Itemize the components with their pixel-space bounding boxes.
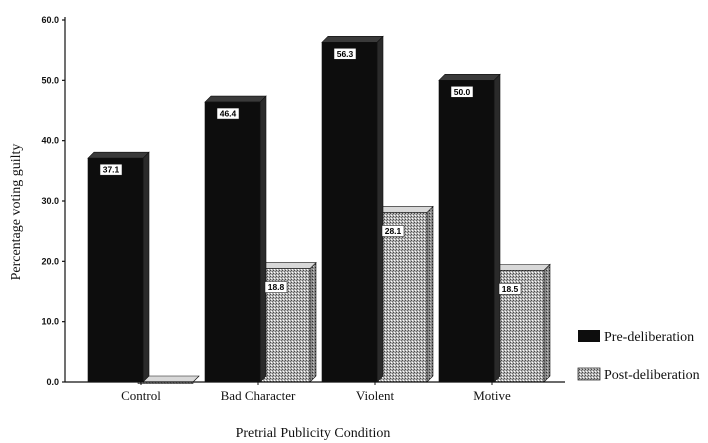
x-category-label: Bad Character (221, 388, 296, 403)
data-label-post: 28.1 (385, 226, 402, 236)
pre-deliberation-bar-top (321, 36, 384, 43)
data-label-box (450, 86, 474, 98)
post-deliberation-bar-side (543, 263, 551, 383)
y-tick-label: 40.0 (41, 136, 59, 146)
pre-deliberation-bar-side (142, 151, 150, 383)
pre-deliberation-bar-top (204, 95, 267, 103)
y-tick-label: 60.0 (41, 15, 59, 25)
x-category-label: Motive (473, 388, 511, 403)
post-deliberation-bar-side (426, 205, 434, 383)
data-label-pre: 46.4 (220, 109, 237, 119)
data-label-box (381, 225, 405, 237)
pre-deliberation-bar-side (493, 73, 501, 383)
y-tick-label: 10.0 (41, 317, 59, 327)
pre-deliberation-bar (204, 101, 261, 383)
y-axis-title: Percentage voting guilty (9, 144, 24, 281)
y-tick-labels: 0.0 10.0 20.0 30.0 40.0 50.0 60.0 (41, 15, 65, 387)
legend-label-post: Post-deliberation (604, 368, 700, 383)
data-label-pre: 56.3 (337, 49, 354, 59)
data-label-box (498, 283, 522, 295)
data-label-pre: 50.0 (454, 87, 471, 97)
x-category-label: Violent (356, 388, 395, 403)
data-label-post: 18.5 (502, 284, 519, 294)
x-category-label: Control (121, 388, 161, 403)
pre-deliberation-bar (438, 80, 495, 383)
pre-deliberation-bar-top (87, 151, 150, 159)
pre-deliberation-bar-side (259, 95, 267, 383)
pre-deliberation-bar (87, 157, 144, 383)
y-tick-label: 50.0 (41, 75, 59, 85)
legend-swatch-pre (578, 330, 600, 342)
y-tick-label: 30.0 (41, 196, 59, 206)
data-label-post: 18.8 (268, 282, 285, 292)
legend-swatch-post (577, 367, 601, 381)
y-tick-label: 20.0 (41, 256, 59, 266)
data-label-box (99, 163, 123, 176)
data-label-pre: 37.1 (103, 165, 120, 175)
data-labels-layer: 37.1 46.4 18.8 56.3 28.1 50.0 18.5 (99, 48, 522, 295)
post-deliberation-bar-side (309, 261, 317, 383)
legend: Pre-deliberation Post-deliberation (577, 330, 700, 383)
data-label-box (216, 107, 240, 120)
x-axis-title: Pretrial Publicity Condition (236, 426, 391, 441)
pre-deliberation-bar (321, 42, 378, 383)
x-category-labels: Control Bad Character Violent Motive (121, 382, 511, 403)
pre-deliberation-bar-top (438, 74, 501, 81)
data-label-box (264, 281, 288, 293)
bars-layer (87, 35, 551, 384)
data-label-box (333, 48, 357, 60)
pre-deliberation-bar-side (376, 35, 384, 383)
legend-label-pre: Pre-deliberation (604, 330, 694, 345)
y-tick-label: 0.0 (46, 377, 59, 387)
